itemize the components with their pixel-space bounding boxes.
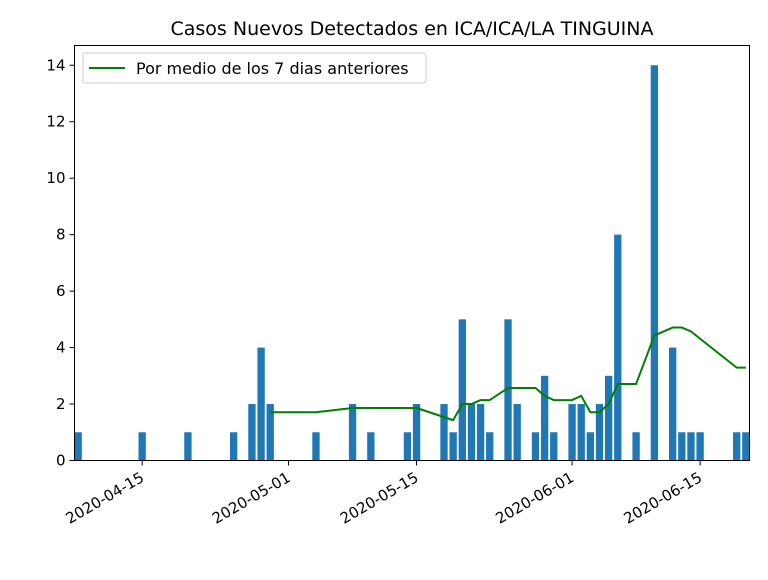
bar [74, 432, 82, 461]
bar [257, 347, 265, 461]
bar [312, 432, 320, 461]
plot-frame [74, 45, 750, 461]
legend: Por medio de los 7 dias anteriores [82, 52, 427, 84]
bar [696, 432, 704, 461]
y-tick-label: 10 [46, 169, 65, 187]
bar [229, 432, 238, 461]
bar [449, 432, 457, 461]
bar [248, 404, 256, 461]
bar [678, 432, 686, 461]
moving-average-group [270, 326, 746, 422]
x-tick-label: 2020-04-15 [63, 468, 148, 527]
bar [266, 404, 274, 461]
bar [604, 375, 613, 461]
bar [531, 432, 540, 461]
bar [467, 404, 476, 461]
bar [632, 432, 640, 461]
bar [577, 404, 585, 461]
bar [138, 432, 146, 461]
bar [742, 432, 750, 461]
bar [614, 234, 622, 461]
bar [348, 404, 357, 461]
bar [595, 404, 604, 461]
chart-title: Casos Nuevos Detectados en ICA/ICA/LA TI… [171, 18, 654, 40]
x-tick-label: 2020-05-01 [209, 468, 294, 527]
bar [650, 65, 659, 461]
bar [687, 432, 695, 461]
bar [458, 319, 466, 461]
legend-box [82, 52, 427, 84]
bar [412, 404, 421, 461]
bar [513, 404, 521, 461]
moving-average-line [270, 326, 746, 422]
x-tick-label: 2020-05-15 [337, 468, 422, 527]
bar [568, 404, 576, 461]
bar [550, 432, 558, 461]
bar [540, 375, 549, 461]
x-axis: 2020-04-15 2020-05-01 2020-05-15 2020-06-01… [63, 460, 706, 528]
bar [440, 404, 448, 461]
y-tick-label: 2 [56, 395, 66, 413]
bars-group [74, 65, 750, 461]
bar [476, 404, 485, 461]
bar [486, 432, 494, 461]
y-tick-label: 14 [46, 56, 65, 74]
bar [733, 432, 741, 461]
y-tick-label: 0 [56, 452, 66, 470]
bar [504, 319, 512, 461]
bar [367, 432, 375, 461]
x-tick-label: 2020-06-01 [493, 468, 578, 527]
y-tick-label: 4 [56, 339, 66, 357]
bar [184, 432, 192, 461]
y-tick-label: 6 [56, 282, 66, 300]
bar [403, 432, 412, 461]
x-tick-label: 2020-06-15 [621, 468, 706, 527]
bar [669, 347, 677, 461]
y-axis: 0 2 4 6 8 10 12 14 [46, 56, 75, 470]
y-tick-label: 8 [56, 226, 66, 244]
bar [586, 432, 595, 461]
y-tick-label: 12 [46, 113, 65, 131]
legend-label: Por medio de los 7 dias anteriores [136, 59, 409, 78]
